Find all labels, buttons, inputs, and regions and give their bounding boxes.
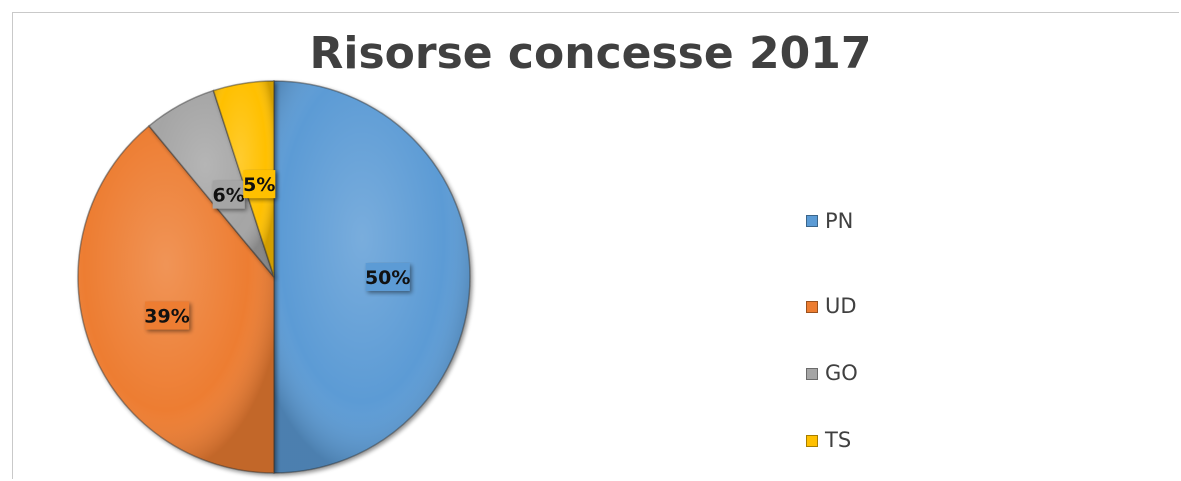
svg-text:39%: 39% [144,306,189,328]
legend-item-go: GO [806,340,858,407]
legend-swatch [806,367,818,380]
svg-text:6%: 6% [213,185,245,207]
data-label-ud: 39% [144,301,190,330]
legend-item-ud: UD [806,273,858,340]
legend-label: GO [825,361,858,385]
data-label-pn: 50% [365,263,410,291]
chart-area [12,12,1179,479]
legend-item-pn: PN [806,206,858,236]
data-label-go: 6% [213,180,245,209]
legend-label: PN [825,208,854,233]
legend-item-ts: TS [806,407,858,474]
legend-swatch [806,300,818,313]
legend-swatch [806,434,818,447]
legend-swatch [806,215,818,227]
chart-title: Risorse concesse 2017 [309,28,872,79]
svg-text:5%: 5% [243,174,275,196]
legend-label: UD [825,294,857,318]
chart-legend: PN UD GO TS [806,206,858,474]
legend-label: TS [825,428,852,452]
pie-slice-ud [77,124,275,474]
data-label-ts: 5% [243,170,275,199]
svg-text:50%: 50% [365,267,410,289]
